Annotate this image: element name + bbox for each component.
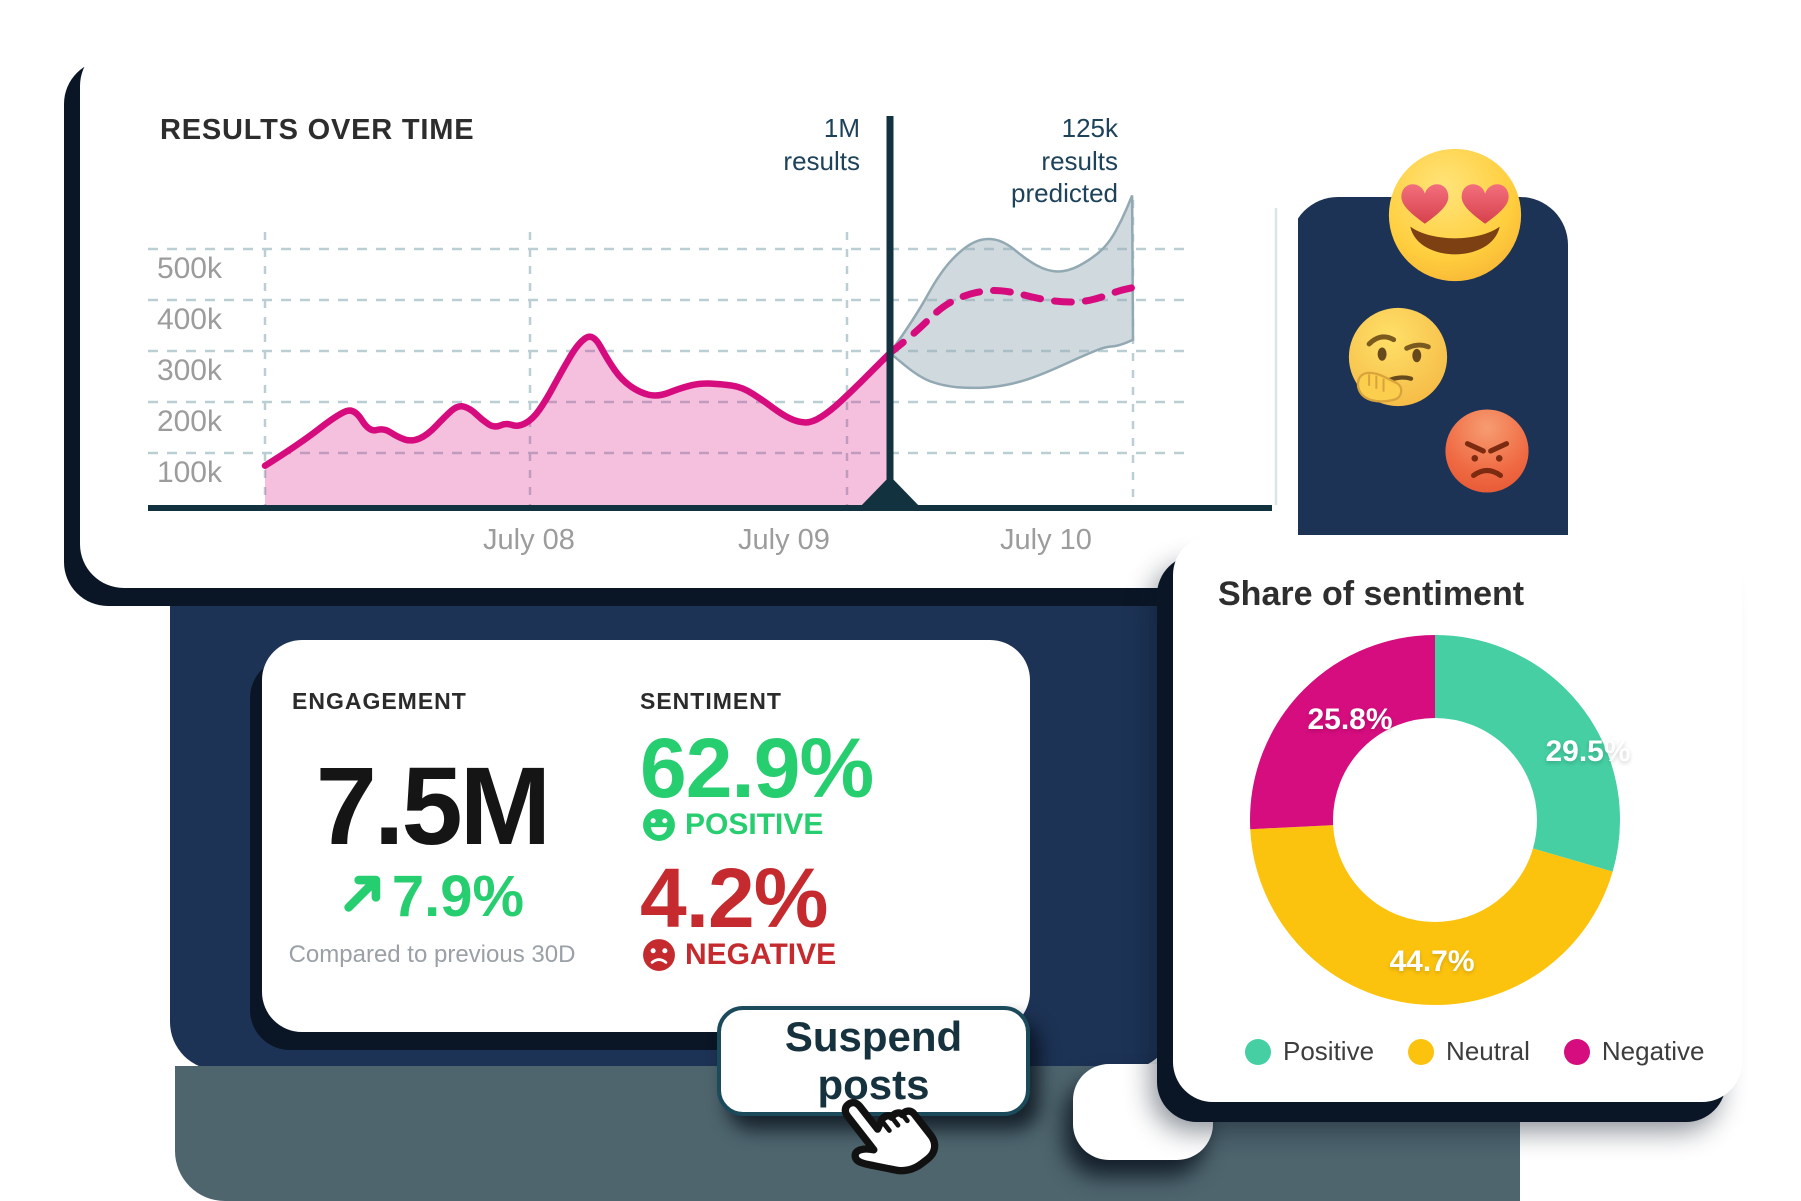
legend-item-negative: Negative xyxy=(1563,1036,1705,1067)
donut-label-positive: 29.5% xyxy=(1545,735,1631,768)
legend-dot-neutral xyxy=(1408,1038,1435,1065)
x-tick-july-09: July 09 xyxy=(738,524,830,556)
positive-sentiment-value: 62.9% xyxy=(640,721,874,815)
metrics-card xyxy=(262,640,1030,1032)
x-tick-july-10: July 10 xyxy=(1000,524,1092,556)
x-axis-line xyxy=(148,505,1272,511)
prediction-line xyxy=(886,284,1136,357)
suspend-posts-button[interactable]: Suspend posts xyxy=(717,1006,1030,1116)
donut-label-neutral: 44.7% xyxy=(1389,945,1475,978)
y-tick-400k: 400k xyxy=(156,303,222,336)
engagement-caption: Compared to previous 30D xyxy=(288,941,576,968)
results-chart xyxy=(148,116,1278,511)
y-tick-100k: 100k xyxy=(156,456,222,489)
x-tick-july-08: July 08 xyxy=(483,524,575,556)
legend-item-positive: Positive xyxy=(1245,1036,1374,1067)
donut-slice-neutral xyxy=(1250,635,1620,1005)
legend-dot-positive xyxy=(1245,1038,1271,1065)
legend-item-neutral: Neutral xyxy=(1408,1036,1530,1067)
positive-sentiment-row: POSITIVE xyxy=(642,808,823,842)
engagement-value: 7.5M xyxy=(315,745,552,868)
results-area xyxy=(265,336,890,509)
results-over-time-card xyxy=(80,42,1298,588)
sad-face-icon xyxy=(643,939,675,971)
results-line xyxy=(261,333,894,469)
donut-label-negative: 25.8% xyxy=(1307,703,1393,736)
y-tick-200k: 200k xyxy=(156,405,222,438)
y-tick-300k: 300k xyxy=(156,354,222,387)
legend-dot-negative xyxy=(1563,1038,1590,1065)
sentiment-legend: Positive Neutral Negative xyxy=(1245,1036,1705,1067)
thinking-emoji xyxy=(1348,307,1448,407)
angry-emoji xyxy=(1445,409,1529,493)
chart-gridlines xyxy=(148,200,1278,505)
trend-up-arrow-icon xyxy=(344,875,381,912)
now-marker-line xyxy=(886,116,894,508)
heart-eyes-emoji xyxy=(1388,148,1522,282)
share-of-sentiment-title: Share of sentiment xyxy=(1218,575,1525,613)
engagement-change: 7.9% xyxy=(262,868,602,926)
predicted-results-annotation: 125k results predicted xyxy=(1011,113,1118,208)
engagement-label: ENGAGEMENT xyxy=(292,688,467,714)
current-results-annotation: 1M results xyxy=(783,113,860,176)
y-tick-500k: 500k xyxy=(156,252,222,285)
happy-face-icon xyxy=(643,809,675,841)
negative-sentiment-row: NEGATIVE xyxy=(642,938,836,972)
negative-sentiment-value: 4.2% xyxy=(640,851,828,945)
sentiment-donut-chart xyxy=(1250,635,1620,1005)
hand-cursor-icon xyxy=(841,1099,939,1175)
results-chart-title: RESULTS OVER TIME xyxy=(160,114,475,146)
sentiment-label: SENTIMENT xyxy=(640,688,782,714)
now-marker-pointer xyxy=(858,476,922,509)
donut-slice-negative xyxy=(1250,635,1620,1005)
